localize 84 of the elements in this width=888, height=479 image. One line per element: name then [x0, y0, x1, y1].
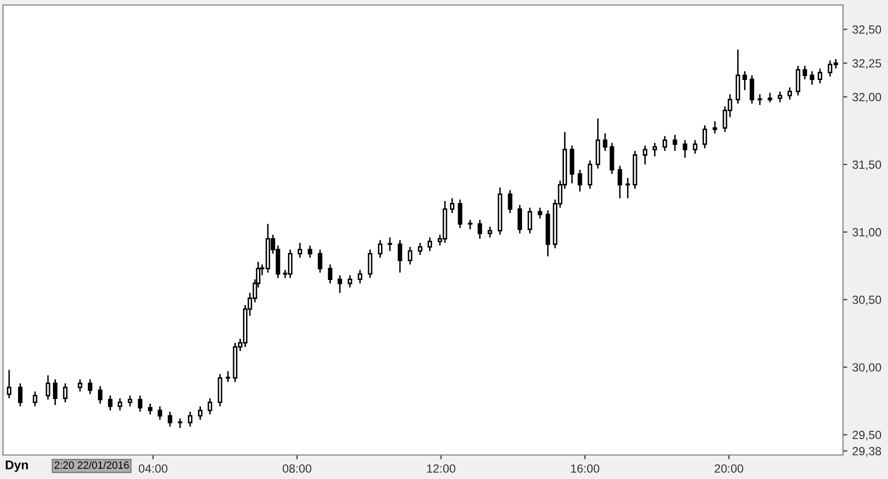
candlestick — [6, 369, 12, 399]
candlestick — [702, 124, 708, 149]
candlestick — [358, 269, 362, 284]
candlestick — [148, 402, 152, 416]
candlestick — [98, 385, 102, 404]
candlestick — [652, 142, 657, 158]
candlestick — [796, 65, 800, 96]
y-tick-label: 29,38 — [852, 446, 882, 457]
candlestick — [408, 246, 412, 266]
candlestick — [398, 239, 402, 274]
candlestick — [692, 139, 698, 154]
x-tick-label: 04:00 — [138, 464, 168, 473]
candlestick — [348, 274, 352, 288]
candlestick — [768, 92, 772, 103]
y-tick-label: 29,50 — [852, 430, 882, 441]
candlestick — [602, 132, 608, 152]
candlestick — [672, 134, 678, 152]
candlestick — [788, 86, 792, 100]
x-tick-label: 20:00 — [714, 464, 744, 473]
candlestick — [78, 378, 82, 392]
y-tick-label: 31,50 — [852, 160, 882, 170]
candlestick — [63, 382, 68, 403]
candlestick — [338, 274, 342, 294]
candlestick — [428, 236, 432, 252]
candlestick — [588, 160, 592, 190]
candlestick — [46, 374, 50, 400]
candlestick — [368, 248, 372, 279]
x-tick-label: 08:00 — [282, 464, 312, 473]
candlestick — [750, 74, 754, 104]
candlestick — [198, 406, 202, 421]
candlestick — [226, 370, 230, 383]
candlestick — [158, 406, 162, 421]
candlestick — [742, 70, 747, 91]
candlestick — [32, 390, 38, 408]
candlestick — [618, 165, 622, 199]
y-tick-label: 31,00 — [852, 228, 882, 238]
candlestick — [188, 411, 192, 428]
candlestick — [18, 382, 22, 408]
candlestick — [488, 226, 492, 238]
candlestick — [528, 207, 532, 234]
candlestick — [378, 239, 382, 258]
candlestick — [626, 177, 630, 199]
candlestick — [662, 135, 668, 152]
candlestick — [778, 90, 782, 103]
text: Dyn — [6, 460, 28, 472]
candlestick — [298, 242, 302, 258]
candlestick — [52, 378, 58, 406]
y-tick-label: 32,25 — [852, 59, 882, 69]
candlestick — [458, 198, 462, 229]
candlestick — [450, 198, 454, 214]
candlestick — [538, 207, 542, 220]
candlestick — [712, 120, 718, 134]
candlestick — [108, 394, 112, 412]
x-tick-label: 12:00 — [427, 464, 456, 473]
candlestick — [478, 219, 482, 240]
candlestick — [328, 264, 332, 284]
candlestick — [388, 236, 392, 252]
candlestick — [578, 169, 582, 192]
candlestick — [318, 248, 322, 274]
candlestick — [118, 398, 122, 412]
candlestick — [518, 204, 522, 234]
candlestick — [88, 378, 92, 395]
text: 2:20 22/01/2016 — [54, 461, 129, 469]
candlestick — [758, 93, 762, 106]
candlestick — [802, 65, 808, 80]
candlestick — [138, 394, 142, 412]
y-tick-label: 32,00 — [852, 92, 882, 103]
y-tick-label: 32,50 — [852, 25, 882, 36]
candlestick — [642, 144, 648, 166]
candlestick — [178, 418, 182, 429]
y-tick-label: 30,00 — [852, 363, 882, 373]
candlestick — [508, 189, 512, 214]
x-tick-label: 16:00 — [571, 464, 600, 473]
candlestick — [818, 68, 822, 84]
candlestick — [610, 142, 614, 175]
candlestick — [128, 394, 132, 408]
candlestick — [468, 219, 472, 230]
candlestick — [208, 398, 212, 416]
candlestick — [810, 70, 814, 86]
candlestick — [682, 139, 688, 158]
candlestick — [308, 244, 312, 258]
candlestick — [168, 411, 172, 428]
y-tick-label: 30,50 — [852, 296, 882, 306]
candlestick — [418, 242, 422, 256]
